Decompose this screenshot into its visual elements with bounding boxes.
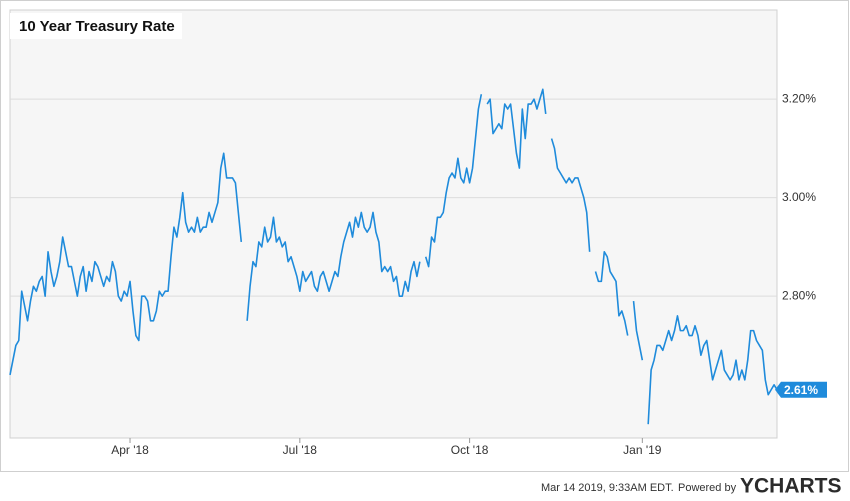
line [9, 88, 778, 425]
x-tick-label: Oct '18 [451, 443, 489, 457]
current-value-marker [775, 381, 827, 398]
title-box [10, 13, 182, 39]
y-tick-label: 2.80% [782, 288, 816, 302]
powered-by: Powered by [678, 482, 737, 494]
grid: 2.80% 3.00% 3.20% Apr '18 Jul '18 Oct '18 Jan … [10, 91, 816, 457]
current-value-label: 2.61% [784, 383, 818, 397]
y-tick-label: 3.00% [782, 190, 816, 204]
x-tick-label: Jan '19 [623, 443, 662, 457]
marks: 2.61% [9, 88, 827, 425]
timestamp: Mar 14 2019, 9:33AM EDT. [541, 482, 674, 494]
logo: YCHARTS [740, 475, 842, 498]
plot-area [9, 9, 778, 439]
x-tick-label: Apr '18 [111, 443, 149, 457]
y-tick-label: 3.20% [782, 91, 816, 105]
chart-title: 10 Year Treasury Rate [19, 18, 175, 35]
x-tick-label: Jul '18 [283, 443, 318, 457]
